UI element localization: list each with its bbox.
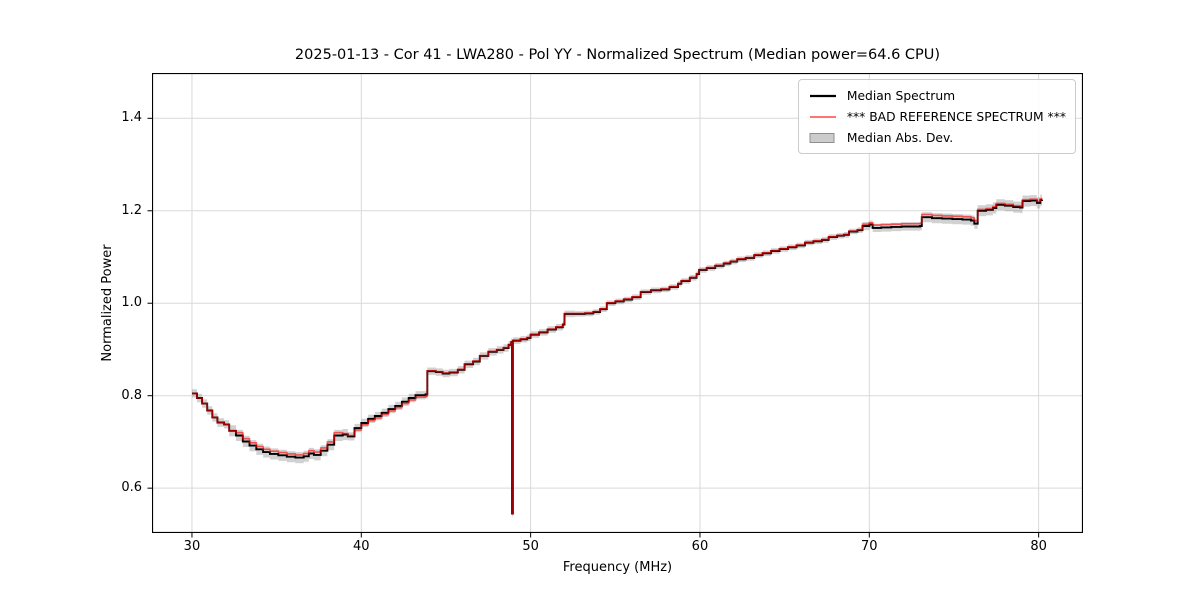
x-tick-label: 80 xyxy=(1030,539,1047,554)
chart-title: 2025-01-13 - Cor 41 - LWA280 - Pol YY - … xyxy=(294,47,941,63)
legend-line-sample xyxy=(809,115,836,118)
x-tick-label: 40 xyxy=(353,539,370,554)
x-tick-label: 60 xyxy=(691,539,709,554)
legend-label: *** BAD REFERENCE SPECTRUM *** xyxy=(846,109,1066,124)
legend-item: Median Abs. Dev. xyxy=(808,127,1066,148)
bad-reference-spectrum-line xyxy=(192,197,1043,515)
legend-item: *** BAD REFERENCE SPECTRUM *** xyxy=(808,106,1066,127)
legend-label: Median Spectrum xyxy=(846,88,956,103)
legend: Median Spectrum *** BAD REFERENCE SPECTRU… xyxy=(797,79,1076,154)
y-tick-label: 1.2 xyxy=(121,202,142,218)
median-spectrum-line xyxy=(192,199,1043,515)
legend-line-sample xyxy=(809,94,836,97)
y-tick-label: 1.0 xyxy=(121,295,142,311)
x-tick-label: 30 xyxy=(183,539,201,554)
x-tick-label: 70 xyxy=(861,539,878,554)
legend-label: Median Abs. Dev. xyxy=(846,130,954,145)
x-axis-label: Frequency (MHz) xyxy=(562,560,673,575)
mad-band xyxy=(192,194,1042,517)
legend-item: Median Spectrum xyxy=(808,85,1066,106)
legend-patch-sample xyxy=(809,132,835,143)
y-tick-label: 0.8 xyxy=(121,387,142,403)
x-tick-label: 50 xyxy=(522,539,539,554)
y-tick-label: 0.6 xyxy=(121,480,142,496)
y-tick-label: 1.4 xyxy=(121,110,142,126)
plot-border xyxy=(151,72,1084,534)
